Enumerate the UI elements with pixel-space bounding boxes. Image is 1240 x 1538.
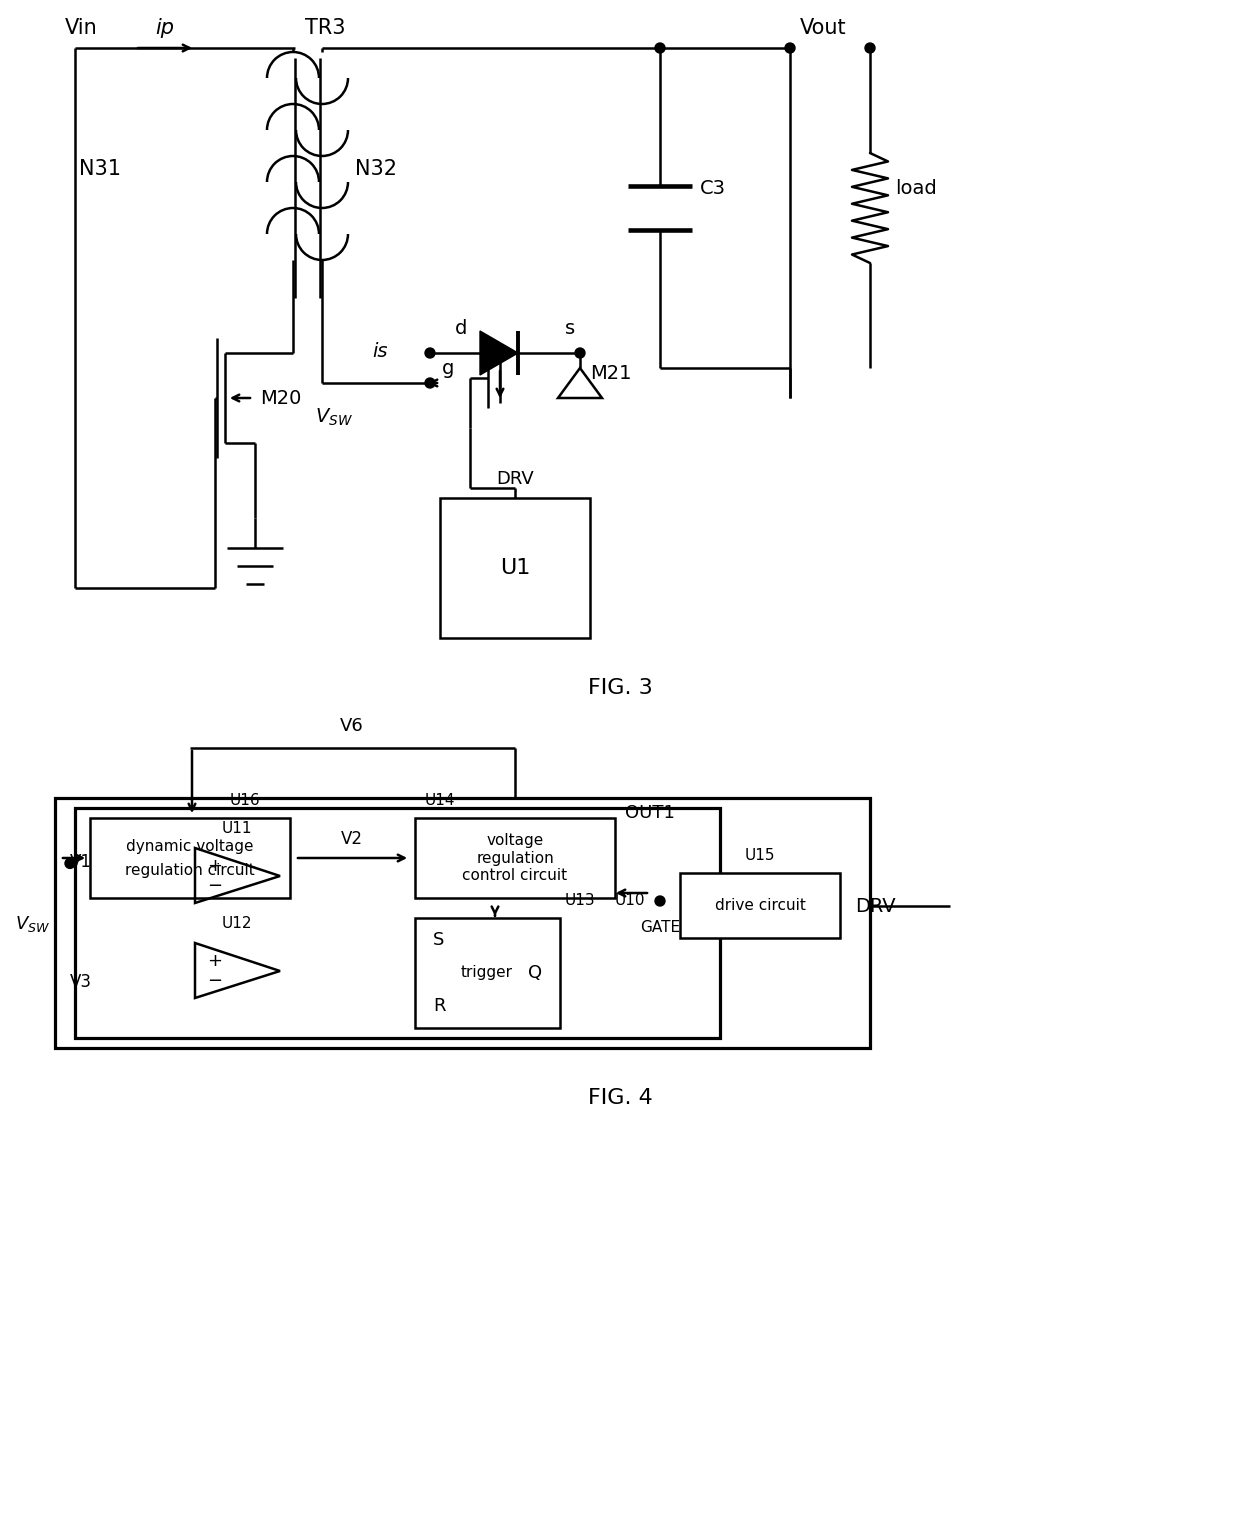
Bar	[415, 918, 560, 1027]
Text: voltage: voltage	[486, 832, 543, 847]
Text: FIG. 3: FIG. 3	[588, 678, 652, 698]
Text: U11: U11	[222, 821, 252, 837]
Text: Q: Q	[528, 964, 542, 981]
Text: M20: M20	[260, 389, 301, 408]
Text: V3: V3	[69, 974, 92, 990]
Text: U13: U13	[565, 894, 595, 907]
Bar	[55, 798, 870, 1047]
Text: dynamic voltage: dynamic voltage	[126, 838, 254, 854]
Text: U10: U10	[615, 894, 646, 907]
Text: U1: U1	[500, 558, 531, 578]
Polygon shape	[480, 331, 518, 375]
Bar	[440, 498, 590, 638]
Text: regulation: regulation	[476, 851, 554, 866]
Text: R: R	[433, 997, 445, 1015]
Text: C3: C3	[701, 178, 725, 198]
Circle shape	[575, 348, 585, 358]
Text: N31: N31	[79, 158, 122, 178]
Text: GATE: GATE	[640, 921, 680, 935]
Text: V2: V2	[341, 831, 363, 847]
Text: DRV: DRV	[856, 897, 895, 915]
Text: M21: M21	[590, 365, 631, 383]
Text: +: +	[207, 857, 222, 875]
Text: U14: U14	[425, 794, 455, 807]
Circle shape	[655, 897, 665, 906]
Text: drive circuit: drive circuit	[714, 898, 806, 914]
Circle shape	[866, 43, 875, 52]
Text: ip: ip	[155, 18, 174, 38]
Text: regulation circuit: regulation circuit	[125, 863, 255, 878]
Text: control circuit: control circuit	[463, 869, 568, 883]
Text: S: S	[433, 930, 444, 949]
Text: $V_{SW}$: $V_{SW}$	[15, 914, 50, 934]
Text: V1: V1	[69, 854, 92, 871]
Text: −: −	[207, 972, 222, 990]
Text: U16: U16	[229, 794, 260, 807]
Text: N32: N32	[355, 158, 397, 178]
Text: load: load	[895, 178, 936, 198]
Circle shape	[655, 43, 665, 52]
Text: d: d	[455, 318, 467, 338]
Circle shape	[64, 858, 74, 869]
Text: V6: V6	[340, 717, 363, 735]
Bar	[415, 818, 615, 898]
Text: U15: U15	[745, 847, 775, 863]
Text: $V_{SW}$: $V_{SW}$	[315, 406, 353, 428]
Text: FIG. 4: FIG. 4	[588, 1087, 652, 1107]
Text: g: g	[441, 358, 454, 378]
Circle shape	[785, 43, 795, 52]
Text: trigger: trigger	[461, 966, 513, 981]
Bar	[680, 874, 839, 938]
Circle shape	[425, 378, 435, 388]
Text: Vout: Vout	[800, 18, 847, 38]
Text: −: −	[207, 877, 222, 895]
Text: +: +	[207, 952, 222, 970]
Text: s: s	[565, 318, 575, 338]
Bar	[91, 818, 290, 898]
Bar	[74, 807, 720, 1038]
Text: Vin: Vin	[64, 18, 98, 38]
Text: TR3: TR3	[305, 18, 346, 38]
Circle shape	[425, 348, 435, 358]
Text: is: is	[372, 341, 387, 361]
Text: U12: U12	[222, 917, 252, 930]
Text: DRV: DRV	[496, 471, 534, 488]
Text: OUT1: OUT1	[625, 804, 675, 821]
